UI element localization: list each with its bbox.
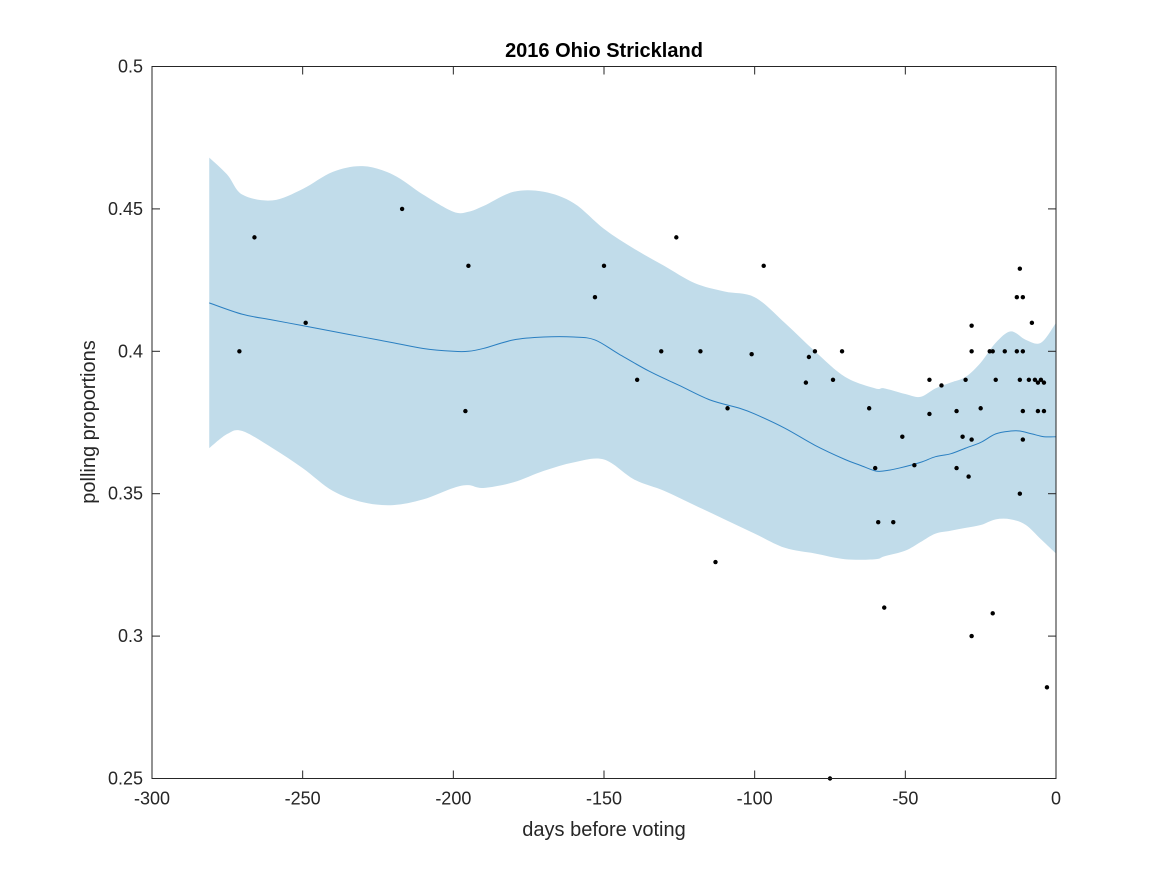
data-point — [978, 406, 983, 411]
y-axis-label: polling proportions — [78, 340, 100, 503]
data-point — [1026, 377, 1032, 382]
data-point — [1020, 349, 1026, 354]
data-point — [1017, 377, 1023, 382]
x-tick-label: -200 — [435, 789, 471, 809]
data-point — [713, 559, 718, 565]
data-point — [698, 349, 703, 354]
data-point — [634, 377, 640, 382]
data-point — [601, 263, 607, 269]
x-axis-ticks: -300 -250 -200 -150 -100 -50 0 — [134, 66, 1061, 809]
data-point — [1014, 349, 1020, 354]
y-tick-label: 0.3 — [118, 626, 143, 646]
data-point — [990, 611, 995, 616]
data-point — [993, 377, 998, 382]
data-point — [1029, 320, 1035, 326]
data-point — [866, 406, 872, 411]
data-point — [912, 463, 917, 468]
data-point — [252, 235, 257, 240]
data-point — [1041, 408, 1047, 414]
data-point — [1035, 380, 1041, 385]
trend-layer — [209, 302, 1057, 472]
data-point — [939, 383, 944, 388]
trend-line — [209, 302, 1057, 472]
data-point — [1017, 491, 1023, 496]
confidence-band-layer — [209, 157, 1056, 560]
data-point — [1017, 266, 1023, 271]
data-point — [1041, 380, 1047, 385]
x-tick-label: -100 — [737, 789, 773, 809]
data-point — [803, 380, 809, 385]
data-point — [761, 263, 766, 269]
x-axis-label: days before voting — [522, 819, 685, 841]
data-point — [1035, 408, 1041, 414]
data-point — [1038, 377, 1044, 382]
x-tick-label: -50 — [892, 789, 918, 809]
data-point — [1020, 437, 1026, 442]
data-point — [954, 465, 959, 471]
confidence-band — [209, 157, 1056, 560]
y-tick-label: 0.4 — [118, 341, 143, 361]
x-tick-label: 0 — [1051, 789, 1061, 809]
data-point — [927, 377, 932, 382]
data-point — [954, 408, 959, 414]
data-point — [969, 323, 974, 328]
data-point — [969, 349, 974, 354]
data-point — [463, 408, 468, 414]
data-point — [966, 474, 971, 479]
data-point — [876, 519, 881, 525]
data-point — [674, 235, 679, 240]
data-point — [592, 294, 598, 300]
data-point — [659, 349, 664, 354]
x-tick-label: -300 — [134, 789, 170, 809]
data-point — [1002, 349, 1007, 354]
data-point — [960, 434, 965, 439]
data-point — [237, 349, 242, 354]
x-tick-label: -150 — [586, 789, 622, 809]
data-point — [990, 349, 995, 354]
data-point — [1020, 294, 1026, 300]
y-tick-label: 0.25 — [108, 769, 143, 789]
data-point — [1020, 408, 1026, 414]
data-point — [969, 633, 974, 639]
data-point — [839, 349, 845, 354]
data-points-layer — [237, 206, 1050, 781]
data-point — [927, 411, 932, 417]
data-point — [399, 206, 405, 212]
data-point — [969, 437, 974, 442]
data-point — [987, 349, 992, 354]
data-point — [806, 354, 812, 360]
data-point — [882, 605, 887, 610]
chart-title: 2016 Ohio Strickland — [505, 40, 703, 62]
x-tick-label: -250 — [285, 789, 321, 809]
data-point — [873, 465, 878, 471]
data-point — [900, 434, 905, 439]
data-point — [725, 406, 730, 411]
y-tick-label: 0.45 — [108, 199, 143, 219]
data-point — [303, 320, 308, 326]
y-tick-label: 0.5 — [118, 57, 143, 77]
data-point — [1044, 685, 1050, 690]
y-tick-label: 0.35 — [108, 484, 143, 504]
data-point — [963, 377, 968, 382]
data-point — [812, 349, 818, 354]
y-axis-ticks: 0.25 0.3 0.35 0.4 0.45 0.5 — [108, 57, 1056, 789]
data-point — [1014, 294, 1020, 300]
data-point — [466, 263, 471, 269]
data-point — [1032, 377, 1038, 382]
data-point — [830, 377, 836, 382]
data-point — [891, 519, 896, 525]
data-point — [749, 351, 754, 357]
